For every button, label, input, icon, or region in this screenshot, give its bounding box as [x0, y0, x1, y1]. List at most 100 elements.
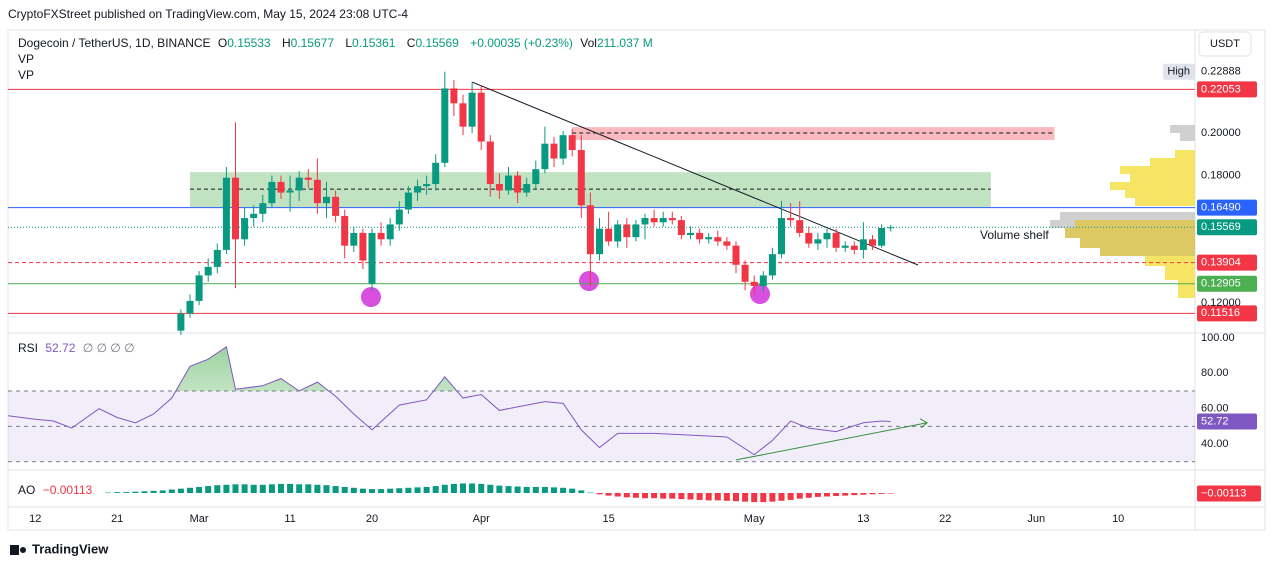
- ao-bar: [241, 484, 248, 493]
- ao-bar: [396, 488, 403, 493]
- footer-logo: [10, 545, 26, 555]
- ao-bar: [714, 493, 721, 501]
- high-value: 0.22888: [1201, 66, 1241, 78]
- ao-bar: [751, 493, 758, 503]
- candle-body: [687, 232, 694, 236]
- candle-body: [741, 264, 749, 282]
- ao-bar: [541, 486, 548, 493]
- high-box: [1163, 63, 1195, 80]
- candle-body: [832, 232, 840, 248]
- candle-body: [323, 196, 330, 204]
- ao-bar: [678, 493, 685, 500]
- ao-bar: [196, 486, 203, 493]
- ohlc-letter: O: [217, 36, 228, 50]
- candle-body: [532, 169, 540, 185]
- currency-button[interactable]: [1198, 31, 1252, 57]
- ao-bar: [414, 487, 421, 493]
- ohlc-value: 0.15677: [290, 36, 335, 50]
- ao-bar: [487, 484, 494, 493]
- ao-bar: [387, 488, 394, 493]
- candle-body: [277, 181, 285, 193]
- ao-value: −0.00113: [42, 483, 93, 497]
- candle-body: [505, 175, 512, 191]
- ao-bar: [605, 493, 612, 496]
- candle-body: [714, 237, 722, 242]
- zone: [572, 127, 1055, 141]
- candle-body: [878, 228, 886, 246]
- ao-bar: [450, 483, 457, 493]
- candle-body: [577, 150, 585, 206]
- candle-body: [450, 88, 458, 104]
- candle-body: [523, 184, 531, 193]
- trendline: [471, 81, 919, 266]
- rsi-legend: RSI 52.72 ∅ ∅ ∅ ∅: [18, 341, 139, 355]
- level-box: [1197, 199, 1257, 216]
- ao-legend: AO −0.00113: [18, 483, 96, 497]
- candle-body: [204, 266, 212, 276]
- candle-body: [295, 177, 303, 191]
- symbol-title: Dogecoin / TetherUS, 1D, BINANCE: [18, 36, 211, 50]
- candle-body: [859, 239, 867, 250]
- ao-bar: [687, 493, 694, 500]
- candle-body: [350, 232, 358, 246]
- y-tick-label: 0.18000: [1201, 169, 1241, 181]
- ao-bar: [642, 493, 648, 499]
- ao-bar: [114, 492, 121, 493]
- candle-body: [641, 218, 649, 225]
- volume-title: Vol: [580, 36, 597, 50]
- candle-body: [814, 239, 822, 244]
- level-label: 0.11516: [1201, 307, 1240, 319]
- ao-bar: [887, 493, 894, 494]
- candle-body: [304, 177, 312, 180]
- level-box: [1197, 254, 1257, 271]
- ao-bar: [669, 493, 676, 499]
- ao-bar: [696, 493, 703, 500]
- ohlc: H0.15677: [282, 36, 338, 50]
- annotation: Volume shelf: [980, 228, 1049, 242]
- ao-bar: [760, 493, 767, 503]
- ao-bar: [769, 493, 776, 502]
- candle-body: [723, 241, 731, 246]
- ao-bar: [177, 488, 184, 493]
- ao-bar: [132, 491, 139, 493]
- ao-bar: [187, 487, 193, 493]
- ao-bar: [532, 486, 539, 493]
- last-price-box: [1197, 219, 1257, 236]
- candle-body: [477, 92, 485, 142]
- x-tick-label: 21: [111, 513, 123, 525]
- footer: TradingView: [32, 541, 109, 556]
- candle-body: [250, 213, 258, 219]
- ao-bar: [305, 484, 312, 493]
- rsi-arrowhead: [919, 418, 928, 429]
- x-tick-label: Mar: [190, 513, 209, 525]
- ao-bar: [514, 486, 521, 493]
- price-legend: Dogecoin / TetherUS, 1D, BINANCE O0.1553…: [18, 36, 657, 50]
- ao-bar: [314, 484, 321, 493]
- ao-bar: [232, 484, 239, 493]
- candle-body: [805, 232, 813, 244]
- candle-body: [787, 218, 795, 221]
- x-tick-label: Jun: [1027, 513, 1045, 525]
- candle-body: [778, 218, 785, 255]
- ao-bar: [523, 486, 530, 493]
- x-tick-label: May: [744, 513, 765, 525]
- ao-bar: [359, 488, 366, 493]
- level-box: [1197, 81, 1257, 98]
- candle-body: [696, 232, 704, 240]
- ao-bar: [278, 483, 284, 493]
- x-tick-label: 22: [939, 513, 951, 525]
- last-price-label: 0.15569: [1201, 221, 1241, 233]
- ao-bar: [587, 492, 594, 494]
- y-tick-label: 0.20000: [1201, 127, 1241, 139]
- volume-profile: [1050, 125, 1195, 298]
- candle-body: [677, 220, 685, 236]
- ao-bar: [869, 493, 876, 495]
- candle-body: [850, 245, 858, 250]
- ao-bar: [778, 493, 785, 501]
- ao-bar: [824, 493, 830, 497]
- ao-title: AO: [18, 483, 36, 497]
- ao-bar: [705, 493, 712, 501]
- ao-bar: [805, 493, 812, 498]
- candle-body: [550, 143, 558, 159]
- candle-body: [177, 313, 185, 331]
